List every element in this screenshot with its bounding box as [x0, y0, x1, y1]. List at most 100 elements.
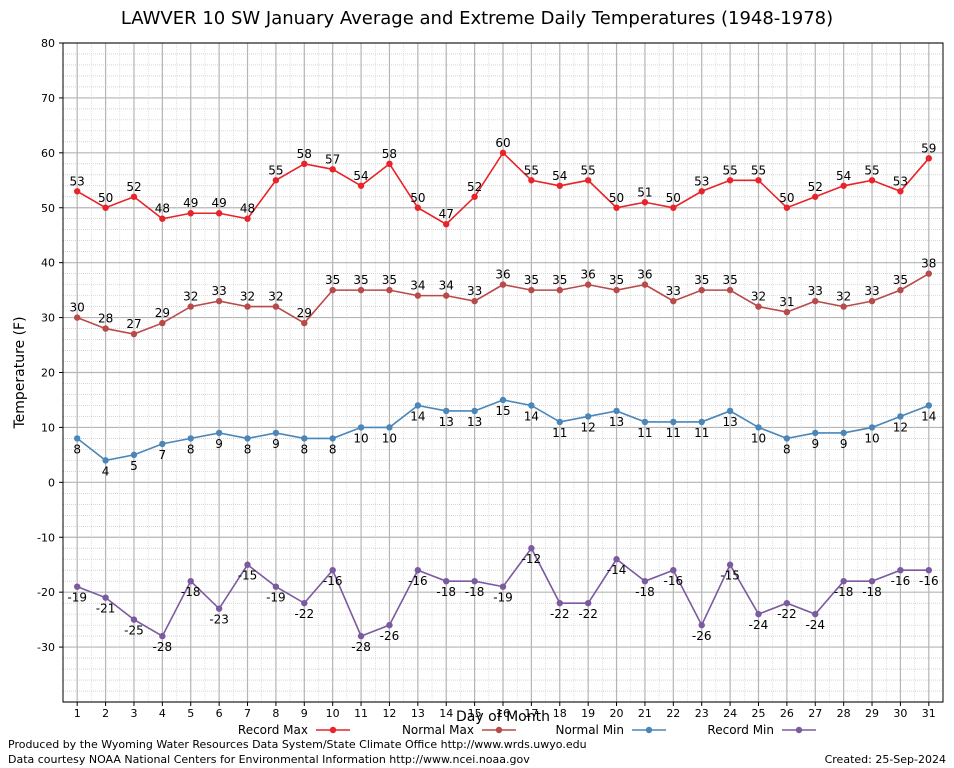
record-min-data-label: -18: [181, 585, 201, 599]
normal-max-data-label: 29: [155, 306, 170, 320]
normal-min-point: [528, 402, 535, 409]
record-max-data-label: 55: [751, 163, 766, 177]
normal-max-point: [471, 297, 478, 305]
normal-max-point: [443, 292, 450, 299]
normal-max-point: [783, 308, 791, 316]
x-tick-label: 28: [837, 707, 851, 720]
y-tick-label: 30: [41, 312, 55, 325]
x-tick-label: 19: [581, 707, 595, 720]
x-tick-label: 1: [74, 707, 81, 720]
normal-max-point: [556, 286, 563, 294]
record-max-point: [471, 193, 478, 200]
record-min-point: [386, 621, 393, 629]
record-max-data-label: 52: [467, 180, 482, 194]
normal-max-point: [215, 297, 223, 305]
normal-max-data-label: 32: [836, 290, 851, 304]
normal-min-point: [301, 435, 308, 442]
x-tick-label: 8: [272, 707, 279, 720]
record-min-data-label: -12: [522, 552, 542, 566]
normal-max-point: [73, 314, 81, 321]
normal-min-point: [670, 418, 677, 426]
y-tick-label: -10: [37, 531, 55, 544]
normal-min-data-label: 12: [581, 420, 596, 434]
record-max-point: [868, 177, 876, 184]
record-min-data-label: -25: [124, 624, 144, 638]
normal-min-data-label: 4: [102, 464, 110, 478]
record-min-data-label: -14: [607, 563, 627, 577]
normal-max-point: [726, 286, 734, 294]
x-tick-label: 18: [553, 707, 567, 720]
normal-min-point: [726, 407, 734, 415]
normal-max-data-label: 33: [467, 284, 482, 298]
record-min-data-label: -16: [891, 574, 911, 588]
normal-min-point: [755, 424, 762, 431]
x-tick-label: 11: [354, 707, 368, 720]
record-max-data-label: 55: [268, 163, 283, 177]
normal-min-point: [130, 451, 138, 459]
normal-max-point: [641, 281, 649, 288]
legend-marker-record-min: [795, 726, 803, 734]
y-tick-label: 70: [41, 92, 55, 105]
normal-min-point: [102, 457, 109, 464]
record-min-data-label: -16: [408, 574, 428, 588]
normal-min-point: [840, 429, 847, 437]
legend-marker-normal-min: [645, 726, 653, 734]
chart-title: LAWVER 10 SW January Average and Extreme…: [120, 8, 834, 29]
x-tick-label: 23: [695, 707, 709, 720]
record-min-point: [244, 561, 251, 568]
normal-min-data-label: 13: [609, 415, 624, 429]
record-min-data-label: -18: [465, 585, 485, 599]
normal-max-data-label: 36: [637, 268, 652, 282]
normal-min-data-label: 13: [439, 415, 454, 429]
x-tick-label: 26: [780, 707, 794, 720]
legend-marker-record-max: [329, 726, 337, 734]
y-tick-label: 20: [41, 367, 55, 380]
record-max-point: [159, 215, 166, 222]
normal-max-data-label: 32: [268, 290, 283, 304]
record-min-data-label: -19: [266, 591, 286, 605]
normal-min-data-label: 9: [215, 437, 223, 451]
x-tick-label: 10: [326, 707, 340, 720]
record-min-data-label: -15: [238, 569, 258, 583]
record-min-point: [840, 577, 847, 585]
x-tick-label: 4: [159, 707, 166, 720]
normal-min-point: [187, 435, 194, 442]
record-max-point: [812, 193, 819, 200]
record-max-data-label: 47: [439, 207, 454, 221]
normal-min-point: [329, 435, 336, 442]
record-max-data-label: 54: [552, 169, 567, 183]
normal-max-data-label: 32: [240, 290, 255, 304]
record-max-point: [840, 182, 847, 189]
record-max-data-label: 51: [637, 185, 652, 199]
normal-min-point: [159, 440, 166, 448]
normal-min-point: [783, 435, 791, 442]
y-tick-label: 10: [41, 421, 55, 434]
normal-min-data-label: 8: [329, 442, 337, 456]
record-max-point: [925, 155, 933, 162]
normal-max-data-label: 35: [722, 273, 737, 287]
normal-min-point: [357, 424, 365, 431]
record-min-point: [528, 545, 535, 552]
normal-min-point: [641, 418, 649, 426]
normal-max-point: [868, 297, 876, 305]
record-min-point: [215, 605, 223, 612]
x-tick-label: 17: [524, 707, 538, 720]
normal-max-data-label: 33: [864, 284, 879, 298]
record-min-data-label: -16: [919, 574, 939, 588]
normal-min-data-label: 8: [783, 442, 791, 456]
normal-max-data-label: 31: [779, 295, 794, 309]
record-max-point: [499, 149, 507, 157]
record-min-data-label: -28: [351, 640, 371, 654]
record-min-data-label: -21: [96, 602, 116, 616]
normal-max-point: [812, 297, 819, 305]
record-min-data-label: -15: [720, 569, 740, 583]
normal-min-point: [443, 407, 450, 415]
record-min-data-label: -18: [862, 585, 882, 599]
record-max-point: [329, 166, 336, 173]
normal-min-point: [414, 402, 422, 409]
normal-min-data-label: 9: [272, 437, 280, 451]
record-max-point: [670, 204, 677, 211]
normal-max-point: [130, 330, 138, 338]
record-min-point: [272, 583, 280, 590]
record-max-point: [187, 210, 194, 217]
